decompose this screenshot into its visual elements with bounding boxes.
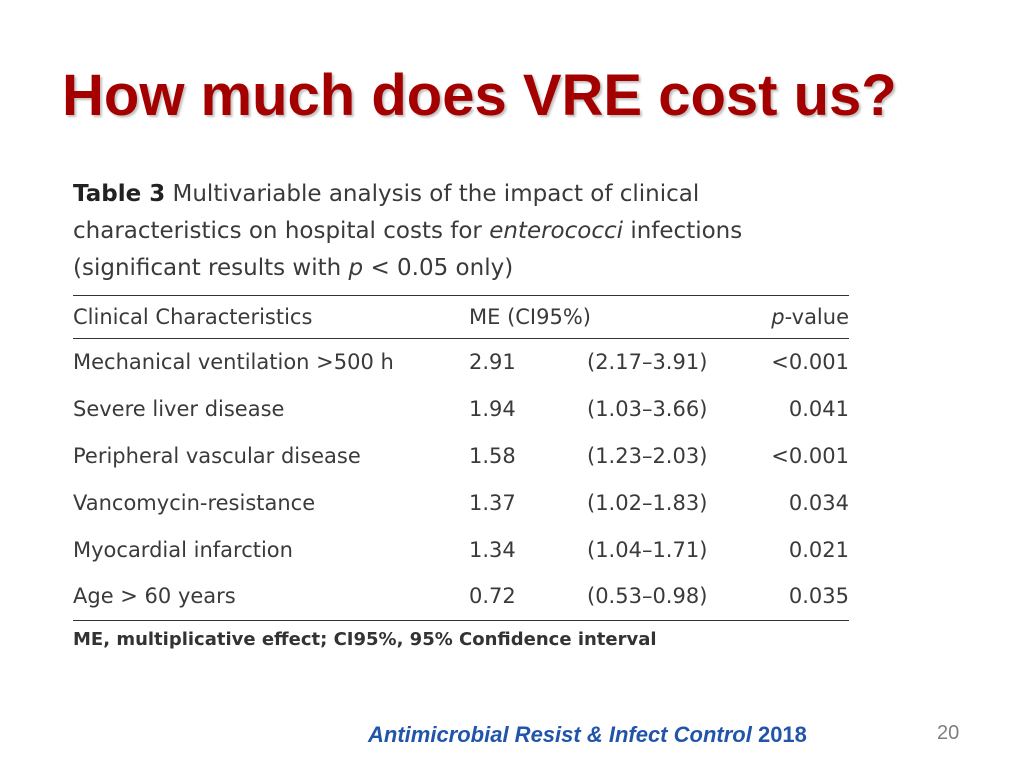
table-caption: Table 3 Multivariable analysis of the im… <box>73 176 849 296</box>
cell-me: 2.91 <box>469 349 516 374</box>
cell-p-value: <0.001 <box>771 443 849 468</box>
header-me-ci95: ME (CI95%) <box>469 304 591 329</box>
cell-characteristic: Myocardial infarction <box>73 537 293 562</box>
slide-title: How much does VRE cost us? <box>62 63 897 128</box>
header-p-italic: p <box>771 304 785 329</box>
caption-italic-organism: enterococci <box>489 218 624 244</box>
caption-text-1: Multivariable analysis of the impact of … <box>73 181 700 244</box>
cell-me: 0.72 <box>469 584 516 609</box>
results-table: Clinical Characteristics ME (CI95%) p-va… <box>73 296 849 621</box>
table-body: Mechanical ventilation >500 h 2.91 (2.17–3… <box>73 338 849 620</box>
cell-me: 1.94 <box>469 396 516 421</box>
cell-p-value: 0.021 <box>788 537 849 562</box>
cell-p-value: 0.041 <box>788 396 849 421</box>
caption-p-symbol: p <box>348 255 364 281</box>
table-label: Table 3 <box>73 181 166 207</box>
table-header-row: Clinical Characteristics ME (CI95%) p-va… <box>73 296 849 338</box>
cell-characteristic: Vancomycin-resistance <box>73 490 316 515</box>
cell-ci95: (1.23–2.03) <box>587 443 708 468</box>
cell-p-value: <0.001 <box>771 349 849 374</box>
cell-characteristic: Age > 60 years <box>73 584 236 609</box>
citation: Antimicrobial Resist & Infect Control 20… <box>368 722 807 748</box>
slide-number: 20 <box>937 722 960 744</box>
cell-characteristic: Severe liver disease <box>73 396 285 421</box>
citation-year: 2018 <box>757 722 807 747</box>
table-row: Vancomycin-resistance 1.37 (1.02–1.83) 0.03… <box>73 479 849 526</box>
cell-ci95: (1.03–3.66) <box>587 396 708 421</box>
table-footnote: ME, multiplicative effect; CI95%, 95% Co… <box>73 628 657 650</box>
table-row: Mechanical ventilation >500 h 2.91 (2.17–3… <box>73 338 849 385</box>
cell-p-value: 0.035 <box>788 584 849 609</box>
cell-ci95: (1.04–1.71) <box>587 537 708 562</box>
caption-text-3: < 0.05 only) <box>370 255 514 281</box>
caption-text-2: infections (significant results with <box>73 218 743 281</box>
cell-me: 1.58 <box>469 443 516 468</box>
citation-source: Antimicrobial Resist & Infect Control <box>368 722 752 747</box>
cell-ci95: (1.02–1.83) <box>587 490 708 515</box>
cell-characteristic: Mechanical ventilation >500 h <box>73 349 394 374</box>
cell-ci95: (2.17–3.91) <box>587 349 708 374</box>
table-row: Peripheral vascular disease 1.58 (1.23–2.0… <box>73 432 849 479</box>
header-p-rest: -value <box>784 304 849 329</box>
cell-me: 1.34 <box>469 537 516 562</box>
cell-p-value: 0.034 <box>788 490 849 515</box>
cell-ci95: (0.53–0.98) <box>587 584 708 609</box>
cell-me: 1.37 <box>469 490 516 515</box>
header-p-value: p-value <box>757 296 849 338</box>
cell-characteristic: Peripheral vascular disease <box>73 443 361 468</box>
table-row: Age > 60 years 0.72 (0.53–0.98) 0.035 <box>73 573 849 620</box>
header-clinical-characteristics: Clinical Characteristics <box>73 304 313 329</box>
table-row: Myocardial infarction 1.34 (1.04–1.71) 0.02… <box>73 526 849 573</box>
table-row: Severe liver disease 1.94 (1.03–3.66) 0.041 <box>73 385 849 432</box>
table-figure: Table 3 Multivariable analysis of the im… <box>73 176 849 650</box>
